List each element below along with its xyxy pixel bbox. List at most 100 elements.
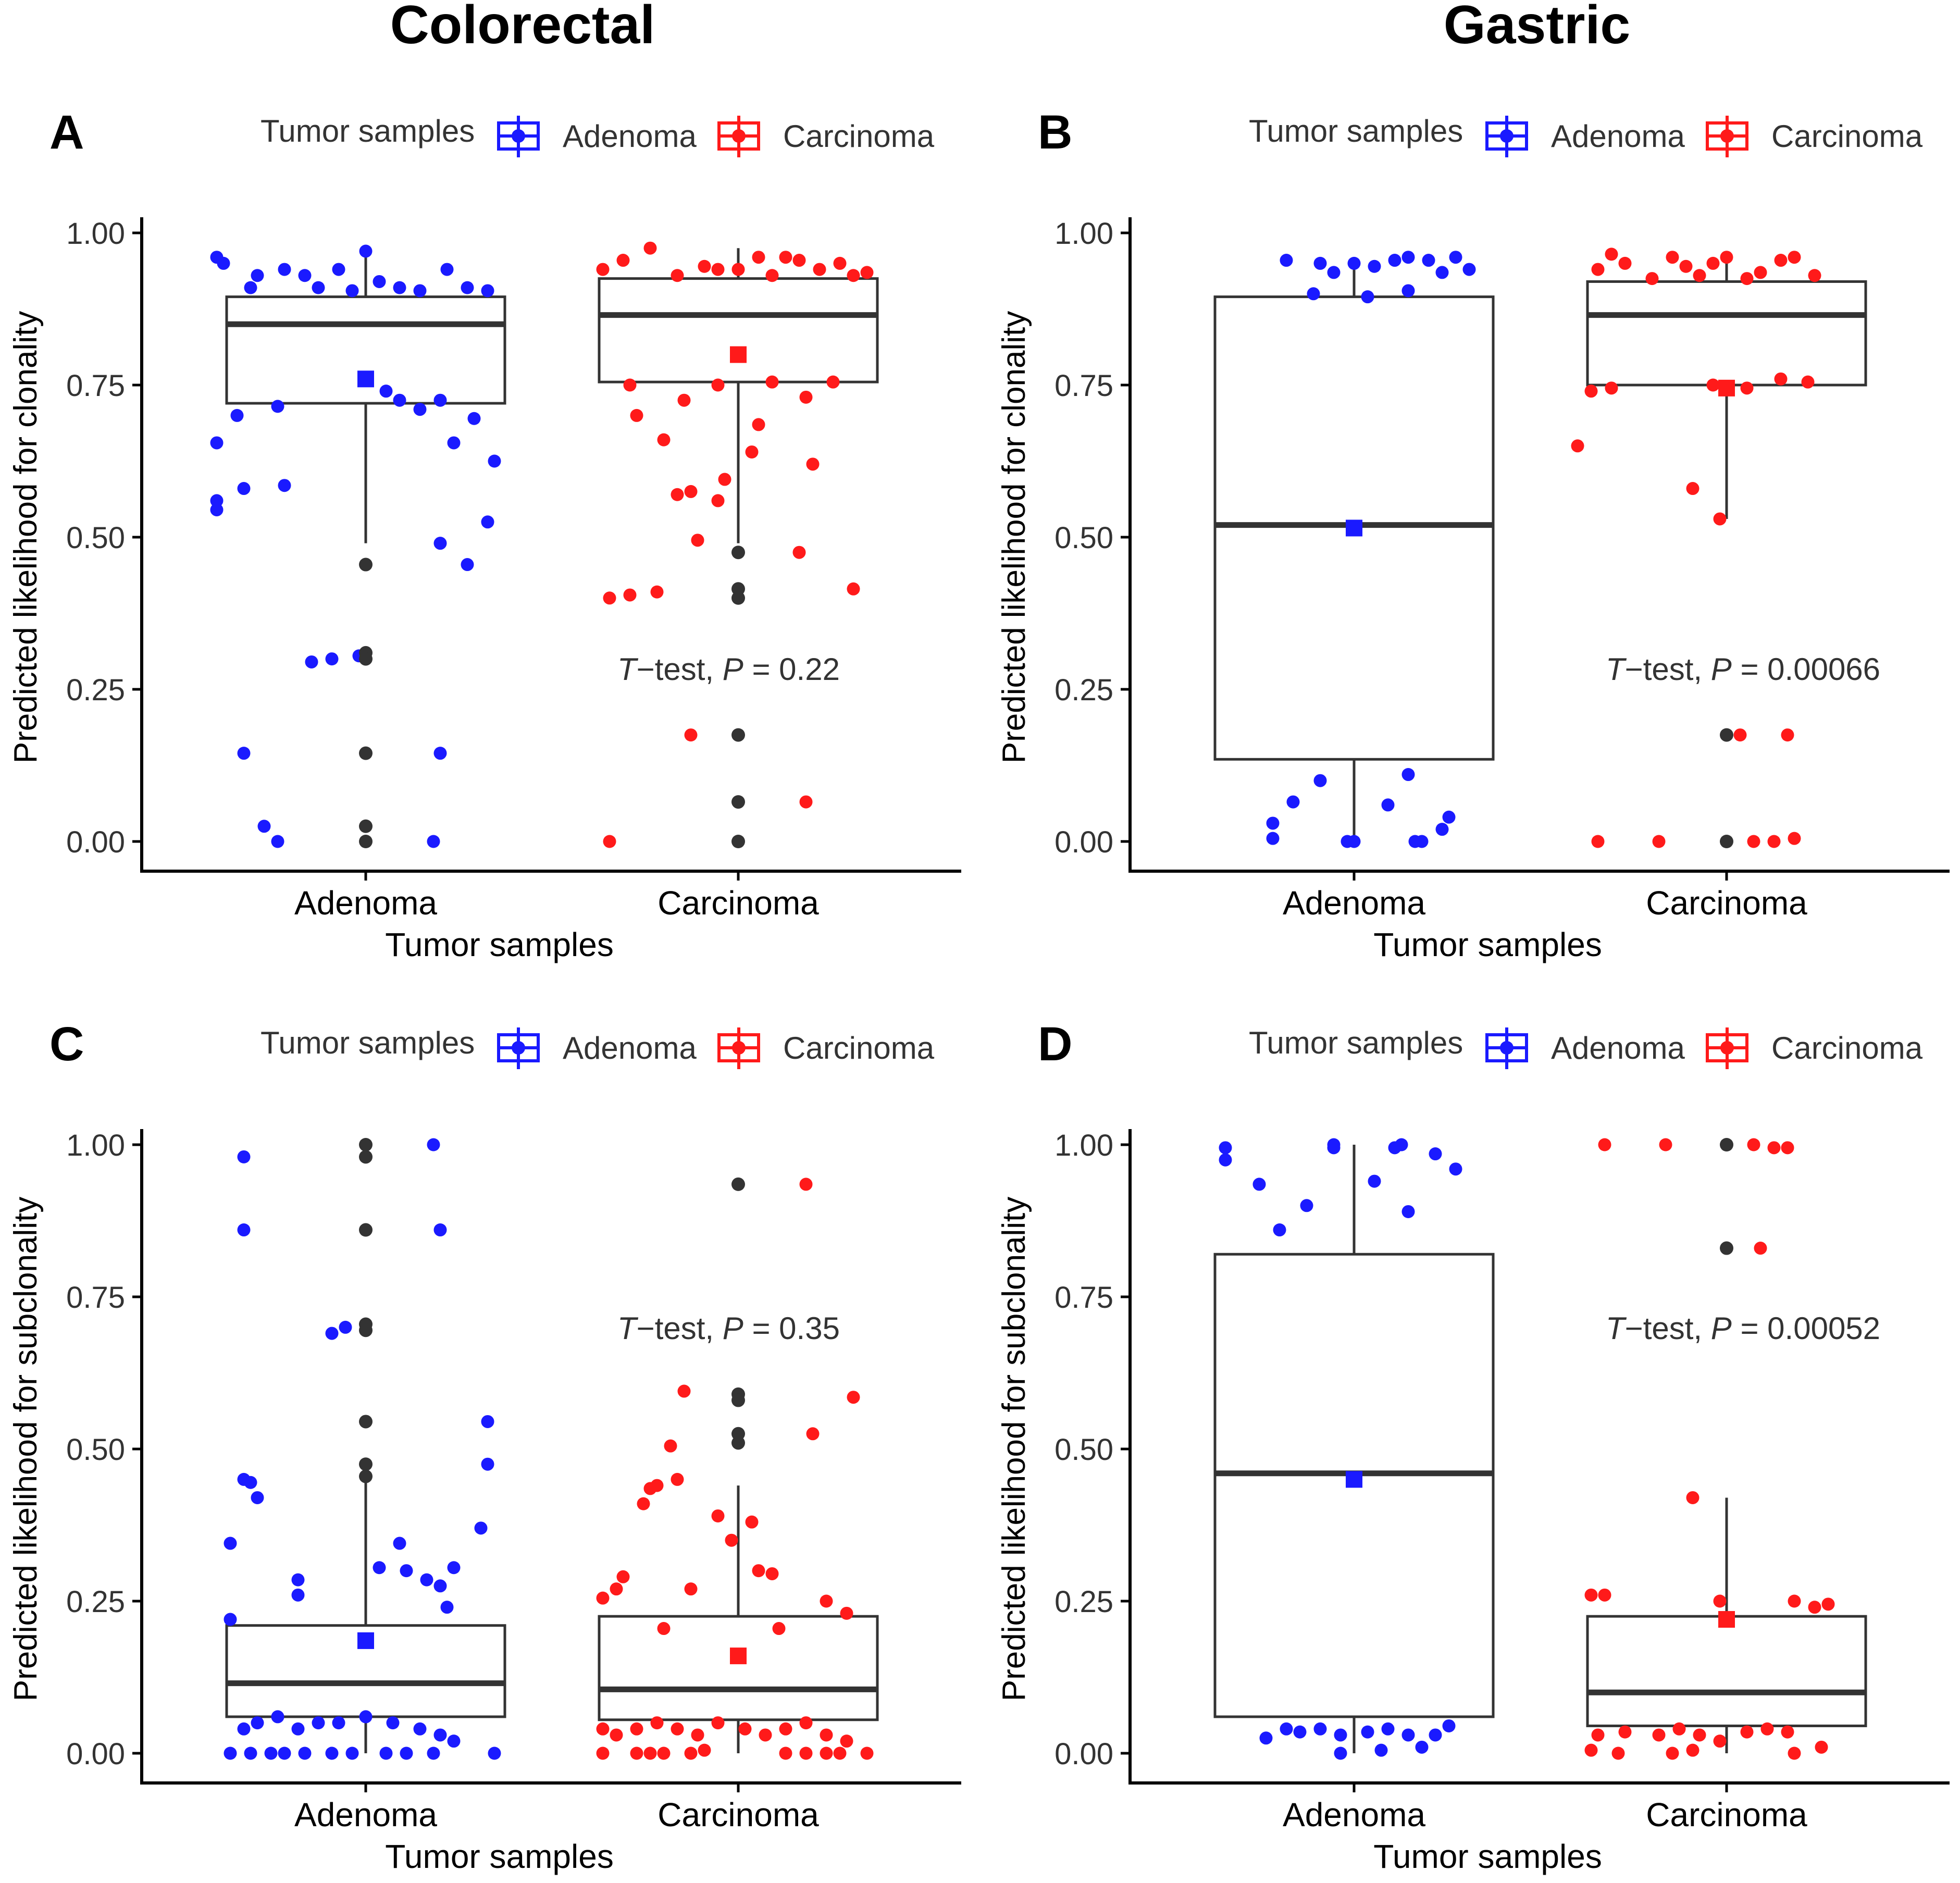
y-tick-label: 0.75 (1055, 1281, 1113, 1315)
ttest-label-p: P (723, 652, 743, 687)
mean-marker (1718, 379, 1735, 397)
data-point (440, 1601, 454, 1614)
data-point (799, 1716, 813, 1730)
outlier-point (1720, 728, 1733, 742)
data-point (1442, 1719, 1456, 1732)
y-tick-label: 1.00 (1055, 1129, 1113, 1162)
outlier-point (731, 591, 745, 605)
data-point (1313, 774, 1327, 787)
data-point (1740, 381, 1754, 395)
ttest-label-p: P (1711, 1311, 1732, 1346)
ttest-annotation: T−test, P = 0.00052 (1606, 1311, 1880, 1346)
data-point (1435, 823, 1449, 836)
legend-title: Tumor samples (260, 114, 475, 148)
y-tick-label: 0.25 (66, 673, 125, 707)
legend-title: Tumor samples (1249, 1025, 1463, 1060)
data-point (1774, 372, 1788, 386)
data-point (332, 263, 345, 276)
ttest-label-mid: −test, (1625, 1311, 1711, 1346)
data-point (488, 1746, 501, 1760)
data-point (820, 1728, 833, 1742)
y-tick-label: 0.25 (1055, 1585, 1113, 1619)
data-point (711, 1716, 725, 1730)
data-point (637, 1497, 650, 1510)
data-point (643, 241, 657, 255)
data-point (244, 1476, 257, 1489)
data-point (759, 1728, 772, 1742)
data-point (1300, 1199, 1313, 1212)
y-axis-title: Predicted likelihood for subclonality (8, 1197, 44, 1701)
data-point (1686, 482, 1700, 495)
data-point (1252, 1178, 1266, 1191)
data-point (1618, 256, 1632, 270)
data-point (765, 269, 779, 282)
outlier-point (359, 1138, 373, 1151)
data-point (1740, 272, 1754, 286)
data-point (671, 488, 684, 501)
data-point (373, 275, 386, 288)
data-point (1266, 832, 1280, 845)
outlier-point (731, 795, 745, 809)
data-point (711, 378, 725, 392)
data-point (1693, 1728, 1706, 1742)
outlier-point (359, 1457, 373, 1471)
box-group-adenoma (1213, 1138, 1495, 1760)
data-point (650, 585, 664, 599)
data-point (745, 1515, 759, 1529)
legend-key-adenoma (1485, 116, 1528, 157)
data-point (291, 1573, 305, 1587)
data-point (230, 408, 244, 422)
data-point (698, 259, 711, 273)
data-point (237, 747, 251, 760)
data-point (1686, 1491, 1700, 1504)
data-point (1449, 251, 1462, 264)
data-point (325, 1327, 339, 1340)
data-point (1652, 1728, 1666, 1742)
x-axis-title: Tumor samples (1373, 926, 1602, 963)
data-point (731, 263, 745, 276)
data-point (427, 1138, 440, 1151)
x-tick-label-carcinoma: Carcinoma (658, 1796, 819, 1834)
data-point (393, 281, 406, 294)
data-point (698, 1743, 711, 1757)
data-point (684, 728, 698, 742)
panel-c: C Tumor samples Adenoma Carcinoma 0.00 0.25 0.… (8, 1018, 961, 1875)
data-point (1781, 1141, 1794, 1155)
column-title-colorectal: Colorectal (390, 0, 655, 55)
y-tick-label: 0.25 (66, 1585, 125, 1619)
legend-label-carcinoma: Carcinoma (1771, 119, 1923, 154)
data-point (1327, 1138, 1341, 1151)
legend-key-carcinoma (1706, 116, 1748, 157)
x-tick-label-adenoma: Adenoma (294, 1796, 437, 1834)
legend-key-dot (512, 129, 525, 143)
legend-key-dot (1720, 1041, 1734, 1055)
data-point (752, 418, 765, 431)
data-point (291, 1588, 305, 1602)
data-point (224, 1613, 237, 1626)
data-point (1706, 256, 1720, 270)
outlier-point (1720, 835, 1733, 848)
legend-title: Tumor samples (1249, 114, 1463, 148)
outlier-point (359, 652, 373, 666)
data-point (1449, 1162, 1462, 1176)
data-point (1388, 254, 1401, 267)
data-point (210, 436, 224, 450)
data-point (1720, 251, 1733, 264)
legend-key-adenoma (497, 116, 540, 157)
x-tick-label-adenoma: Adenoma (1283, 1796, 1425, 1834)
data-point (224, 1746, 237, 1760)
data-point (427, 1746, 440, 1760)
box-group-carcinoma (1571, 247, 1867, 848)
data-point (684, 1582, 698, 1596)
data-point (427, 835, 440, 848)
data-point (291, 1722, 305, 1736)
data-point (271, 1710, 284, 1724)
data-point (826, 375, 840, 389)
data-point (664, 1439, 677, 1453)
ttest-p-value: = 0.35 (743, 1311, 840, 1346)
data-point (1747, 1138, 1760, 1151)
data-point (481, 284, 494, 298)
data-point (799, 1746, 813, 1760)
data-point (630, 1722, 643, 1736)
data-point (711, 494, 725, 507)
